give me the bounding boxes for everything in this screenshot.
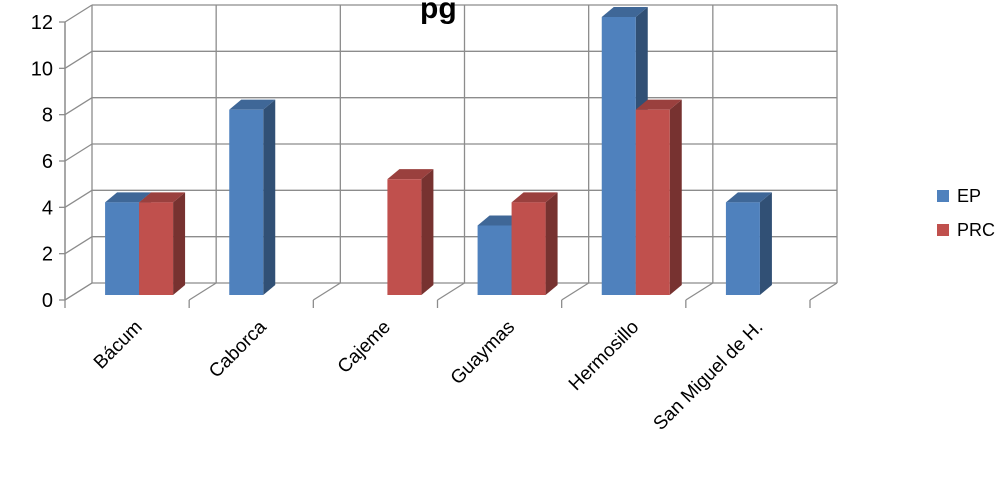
bar-ep-5 bbox=[725, 192, 772, 295]
legend-swatch-prc bbox=[937, 224, 949, 236]
x-tick-label: Bácum bbox=[90, 317, 147, 374]
gridline-floor bbox=[312, 282, 341, 301]
gridline-floor bbox=[561, 282, 590, 301]
bar-prc-2 bbox=[387, 169, 434, 295]
bar-prc-0 bbox=[139, 192, 186, 295]
bar-prc-3 bbox=[511, 192, 558, 295]
bar-prc-4 bbox=[635, 99, 682, 296]
chart-title: pg bbox=[420, 0, 457, 25]
x-tick-label: San Miguel de H. bbox=[650, 317, 768, 435]
legend-swatch-ep bbox=[937, 190, 949, 202]
y-tick-label: 12 bbox=[31, 12, 53, 34]
gridline-floor bbox=[437, 282, 465, 301]
legend-label-ep: EP bbox=[957, 186, 981, 206]
x-tick-label: Guaymas bbox=[447, 317, 519, 389]
x-tick-label: Caborca bbox=[205, 316, 271, 382]
y-tick-label: 2 bbox=[42, 244, 53, 266]
x-tick-label: Hermosillo bbox=[565, 317, 643, 395]
gridline-side bbox=[64, 4, 93, 23]
y-tick-label: 8 bbox=[42, 105, 53, 127]
chart-legend: EP PRC bbox=[937, 186, 995, 240]
y-tick-label: 10 bbox=[31, 58, 53, 80]
gridline-floor bbox=[685, 282, 714, 301]
gridline-floor bbox=[64, 282, 93, 301]
gridline-side bbox=[64, 97, 93, 116]
chart-bars bbox=[105, 7, 772, 296]
gridline-side bbox=[64, 236, 93, 255]
y-tick-label: 6 bbox=[42, 151, 53, 173]
gridline-side bbox=[64, 189, 93, 208]
legend-label-prc: PRC bbox=[957, 220, 995, 240]
bar-ep-1 bbox=[229, 99, 276, 296]
y-tick-label: 0 bbox=[42, 290, 53, 312]
y-tick-label: 4 bbox=[42, 197, 53, 219]
gridline-side bbox=[64, 143, 93, 162]
x-tick-label: Cajeme bbox=[334, 317, 395, 378]
gridline-side bbox=[64, 50, 93, 69]
gridline-floor bbox=[188, 282, 217, 301]
gridline-floor bbox=[809, 282, 838, 301]
